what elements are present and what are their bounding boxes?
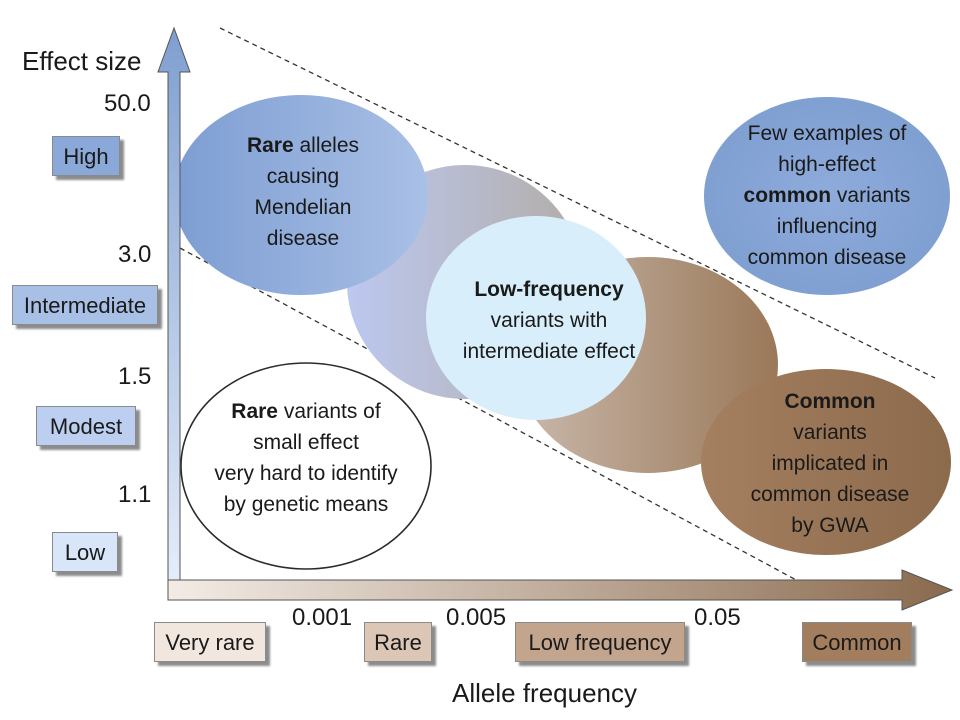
rare-alleles-label: Rare alleles causing Mendelian disease bbox=[246, 134, 360, 250]
x-axis-title: Allele frequency bbox=[452, 678, 637, 708]
x-tick-0-05: 0.05 bbox=[694, 604, 741, 631]
y-tick-1-5: 1.5 bbox=[118, 363, 152, 390]
y-tick-1-1: 1.1 bbox=[118, 481, 152, 508]
x-category-rare: Rare bbox=[364, 622, 432, 662]
x-axis-arrow bbox=[167, 569, 954, 611]
few-examples-blob bbox=[704, 97, 950, 295]
y-category-low: Low bbox=[52, 532, 118, 572]
lower-dashed-bound bbox=[179, 247, 801, 583]
x-category-common: Common bbox=[802, 622, 912, 662]
rare-alleles-blob bbox=[174, 95, 428, 295]
x-category-low-frequency: Low frequency bbox=[515, 622, 685, 662]
y-category-intermediate: Intermediate bbox=[12, 285, 158, 325]
upper-dashed-bound bbox=[219, 27, 936, 379]
x-category-very-rare: Very rare bbox=[154, 622, 266, 662]
common-gwa-label: Common variants implicated in common dis… bbox=[750, 390, 910, 537]
x-tick-0-001: 0.001 bbox=[292, 604, 353, 631]
rare-small-effect-label: Rare variants of small effect very hard … bbox=[214, 400, 398, 516]
x-tick-0-005: 0.005 bbox=[446, 604, 507, 631]
common-gwa-blob bbox=[701, 369, 951, 555]
few-examples-label: Few examples of high-effect common varia… bbox=[743, 122, 911, 269]
y-category-modest: Modest bbox=[36, 406, 136, 446]
y-tick-3: 3.0 bbox=[118, 241, 152, 268]
y-axis-title: Effect size bbox=[22, 46, 142, 76]
rare-small-effect-blob bbox=[180, 362, 432, 570]
y-tick-50: 50.0 bbox=[104, 90, 151, 117]
low-frequency-label: Low-frequency variants with intermediate… bbox=[462, 278, 636, 363]
y-category-high: High bbox=[52, 136, 120, 176]
y-axis-arrow bbox=[157, 26, 191, 591]
low-frequency-blob bbox=[426, 216, 646, 420]
